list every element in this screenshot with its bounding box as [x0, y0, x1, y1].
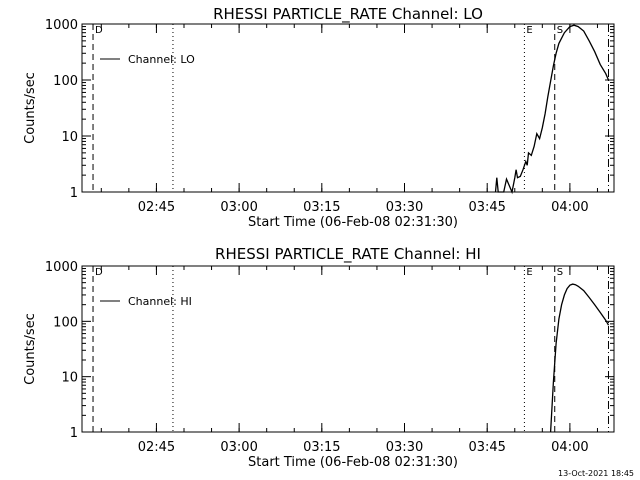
series-line-lo: [494, 24, 610, 195]
x-tick-label: 03:00: [220, 200, 257, 215]
footer-timestamp: 13-Oct-2021 18:45: [558, 469, 634, 478]
chart-title-lo: RHESSI PARTICLE_RATE Channel: LO: [213, 5, 483, 24]
x-tick-label: 02:45: [138, 200, 175, 215]
plot-frame-lo: [81, 23, 615, 193]
y-tick-label: 1: [70, 426, 78, 441]
x-tick-label: 03:45: [468, 440, 505, 455]
x-tick-label: 03:00: [220, 440, 257, 455]
time-marker-label: E: [526, 25, 532, 36]
legend-lo: Channel: LO: [100, 53, 195, 66]
x-tick-label: 02:45: [138, 440, 175, 455]
legend-entry: Channel: LO: [128, 53, 195, 66]
x-axis-label: Start Time (06-Feb-08 02:31:30): [248, 215, 458, 230]
time-marker-label: S: [557, 267, 563, 278]
x-tick-label: 03:15: [303, 440, 340, 455]
time-marker-label: E: [526, 267, 532, 278]
series-line-hi: [549, 283, 610, 433]
y-tick-label: 100: [53, 74, 78, 89]
legend-hi: Channel: HI: [100, 295, 192, 308]
time-marker-label: D: [95, 25, 103, 36]
x-tick-label: 03:30: [386, 440, 423, 455]
y-axis-label: Counts/sec: [23, 313, 38, 385]
x-tick-label: 04:00: [551, 200, 588, 215]
y-tick-label: 1000: [45, 18, 78, 33]
y-tick-label: 10: [61, 371, 78, 386]
legend-entry: Channel: HI: [128, 295, 192, 308]
y-tick-label: 10: [61, 130, 78, 145]
x-tick-label: 03:45: [468, 200, 505, 215]
x-tick-label: 03:30: [386, 200, 423, 215]
x-tick-label: 04:00: [551, 440, 588, 455]
x-axis-label: Start Time (06-Feb-08 02:31:30): [248, 455, 458, 470]
y-tick-label: 1000: [45, 260, 78, 275]
chart-panel-hi: RHESSI PARTICLE_RATE Channel: HI 1 10 100 10…: [23, 245, 615, 470]
y-axis-label: Counts/sec: [23, 72, 38, 144]
y-tick-label: 1: [70, 186, 78, 201]
time-marker-label: D: [95, 267, 103, 278]
y-tick-label: 100: [53, 315, 78, 330]
time-marker-label: S: [557, 25, 563, 36]
x-tick-label: 03:15: [303, 200, 340, 215]
plot-frame-hi: [81, 265, 615, 433]
chart-panel-lo: RHESSI PARTICLE_RATE Channel: LO 1 10 100 10…: [23, 5, 615, 230]
chart-title-hi: RHESSI PARTICLE_RATE Channel: HI: [215, 245, 481, 264]
